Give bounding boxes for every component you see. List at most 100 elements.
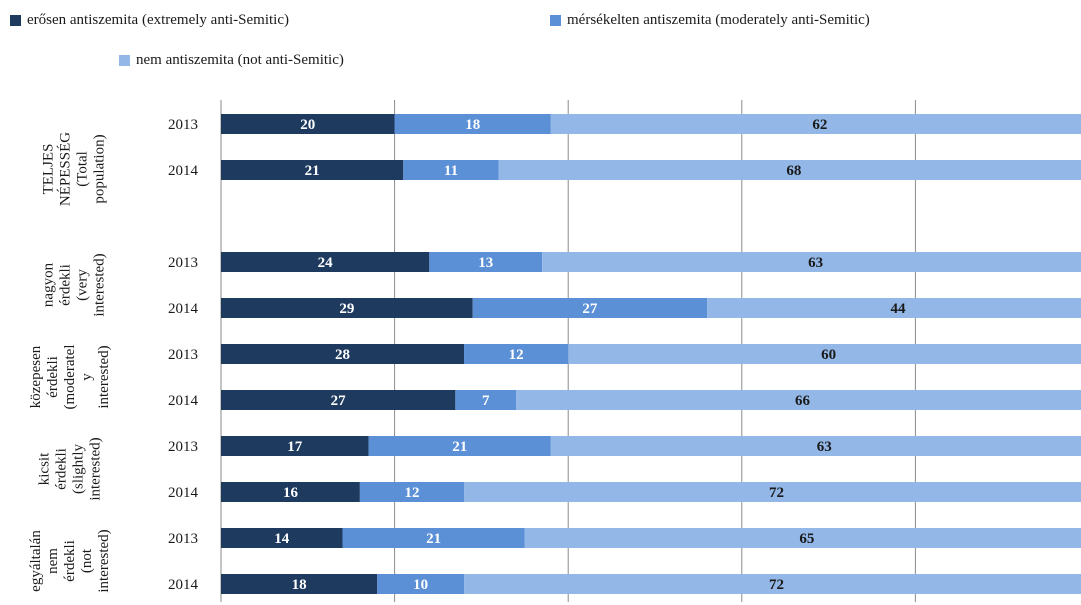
data-label: 68 <box>786 163 801 179</box>
data-label: 62 <box>812 117 827 133</box>
bar-segment <box>403 160 499 180</box>
bar-segment <box>464 574 1081 594</box>
legend-label-extremely: erősen antiszemita (extremely anti-Semit… <box>27 12 289 28</box>
bar-segment <box>221 252 430 272</box>
bar-segment <box>221 528 343 548</box>
bar-segment <box>524 528 1081 548</box>
bar-segment <box>455 390 517 410</box>
legend-swatch-moderately <box>550 15 561 26</box>
data-label: 24 <box>318 255 334 271</box>
legend-item-extremely: erősen antiszemita (extremely anti-Semit… <box>10 12 289 29</box>
bar-segment <box>221 390 456 410</box>
data-label: 63 <box>817 439 832 455</box>
bar-segment <box>221 482 360 502</box>
data-label: 21 <box>305 163 320 179</box>
data-label: 11 <box>444 163 458 179</box>
group-label-line: érdekli <box>54 448 70 490</box>
data-label: 18 <box>292 577 307 593</box>
bar-segment <box>221 574 378 594</box>
data-label: 21 <box>426 531 441 547</box>
data-label: 16 <box>283 485 299 501</box>
bar-segment <box>359 482 465 502</box>
bar-segment <box>429 252 543 272</box>
bar-segment <box>394 114 551 134</box>
group-label-line: (Total <box>75 151 91 187</box>
bar-segment <box>342 528 525 548</box>
group-label-line: interested) <box>96 529 112 592</box>
group-label-line: kicsit <box>37 452 53 485</box>
group-label-line: interested) <box>96 345 112 408</box>
year-label: 2014 <box>168 163 199 179</box>
bar-segment <box>550 436 1081 456</box>
bar-segment <box>498 160 1081 180</box>
data-label: 65 <box>799 531 814 547</box>
group-label: nagyon érdekli (very interested) <box>41 253 108 316</box>
legend-label-moderately: mérsékelten antiszemita (moderately anti… <box>567 12 870 28</box>
legend-swatch-extremely <box>10 15 21 26</box>
legend-item-moderately: mérsékelten antiszemita (moderately anti… <box>550 12 870 29</box>
group-label-line: (moderatel <box>62 345 78 410</box>
bar-segment <box>221 114 395 134</box>
group-label: egyáltalán nem érdekli (not interested) <box>28 529 112 592</box>
group-label-line: közepesen <box>28 345 44 408</box>
group-label: kicsit érdekli (slightly interested) <box>37 437 104 500</box>
bar-segment <box>542 252 1081 272</box>
year-label: 2014 <box>168 301 199 317</box>
group-label-line: TELJES <box>41 144 57 195</box>
group-label-line: (very <box>75 269 91 301</box>
data-label: 14 <box>274 531 290 547</box>
bar-segment <box>368 436 551 456</box>
bar-segment <box>707 298 1081 318</box>
bar-segment <box>464 344 569 364</box>
year-label: 2014 <box>168 393 199 409</box>
group-label-line: population) <box>92 134 108 203</box>
group-label-line: érdekli <box>45 356 61 398</box>
data-label: 21 <box>452 439 467 455</box>
group-label-line: nem <box>45 548 61 574</box>
legend-swatch-not <box>119 55 130 66</box>
legend-label-not: nem antiszemita (not anti-Semitic) <box>136 52 344 68</box>
data-label: 17 <box>287 439 303 455</box>
bar-segment <box>221 160 404 180</box>
group-label-line: nagyon <box>41 262 57 307</box>
year-label: 2013 <box>168 255 198 271</box>
data-label: 20 <box>300 117 315 133</box>
year-label: 2014 <box>168 485 199 501</box>
year-label: 2013 <box>168 347 198 363</box>
data-label: 66 <box>795 393 811 409</box>
data-label: 44 <box>891 301 907 317</box>
year-label: 2013 <box>168 531 198 547</box>
group-label: közepesen érdekli (moderatel y interested) <box>28 345 112 410</box>
data-label: 27 <box>582 301 598 317</box>
bar-segment <box>568 344 1081 364</box>
data-label: 63 <box>808 255 823 271</box>
legend-item-not: nem antiszemita (not anti-Semitic) <box>119 52 344 69</box>
data-label: 72 <box>769 577 784 593</box>
data-label: 28 <box>335 347 350 363</box>
group-label: TELJES NÉPESSÉG (Total population) <box>41 132 108 206</box>
data-label: 27 <box>331 393 347 409</box>
group-label-line: (not <box>79 548 95 573</box>
data-label: 13 <box>478 255 493 271</box>
bar-segment <box>221 344 465 364</box>
group-label-line: érdekli <box>62 540 78 582</box>
legend: erősen antiszemita (extremely anti-Semit… <box>10 6 1070 76</box>
bar-segment <box>221 436 369 456</box>
data-label: 10 <box>413 577 428 593</box>
group-label-line: (slightly <box>71 444 87 495</box>
group-label-line: érdekli <box>58 264 74 306</box>
data-label: 60 <box>821 347 836 363</box>
bar-segment <box>516 390 1081 410</box>
group-label-line: y <box>79 373 95 381</box>
data-label: 12 <box>509 347 524 363</box>
data-label: 29 <box>339 301 354 317</box>
data-label: 7 <box>482 393 490 409</box>
group-label-line: interested) <box>92 253 108 316</box>
data-label: 18 <box>465 117 480 133</box>
year-label: 2013 <box>168 117 198 133</box>
group-label-line: egyáltalán <box>28 530 44 592</box>
bar-segment <box>550 114 1081 134</box>
group-label-line: NÉPESSÉG <box>57 132 74 206</box>
bar-segment <box>377 574 465 594</box>
